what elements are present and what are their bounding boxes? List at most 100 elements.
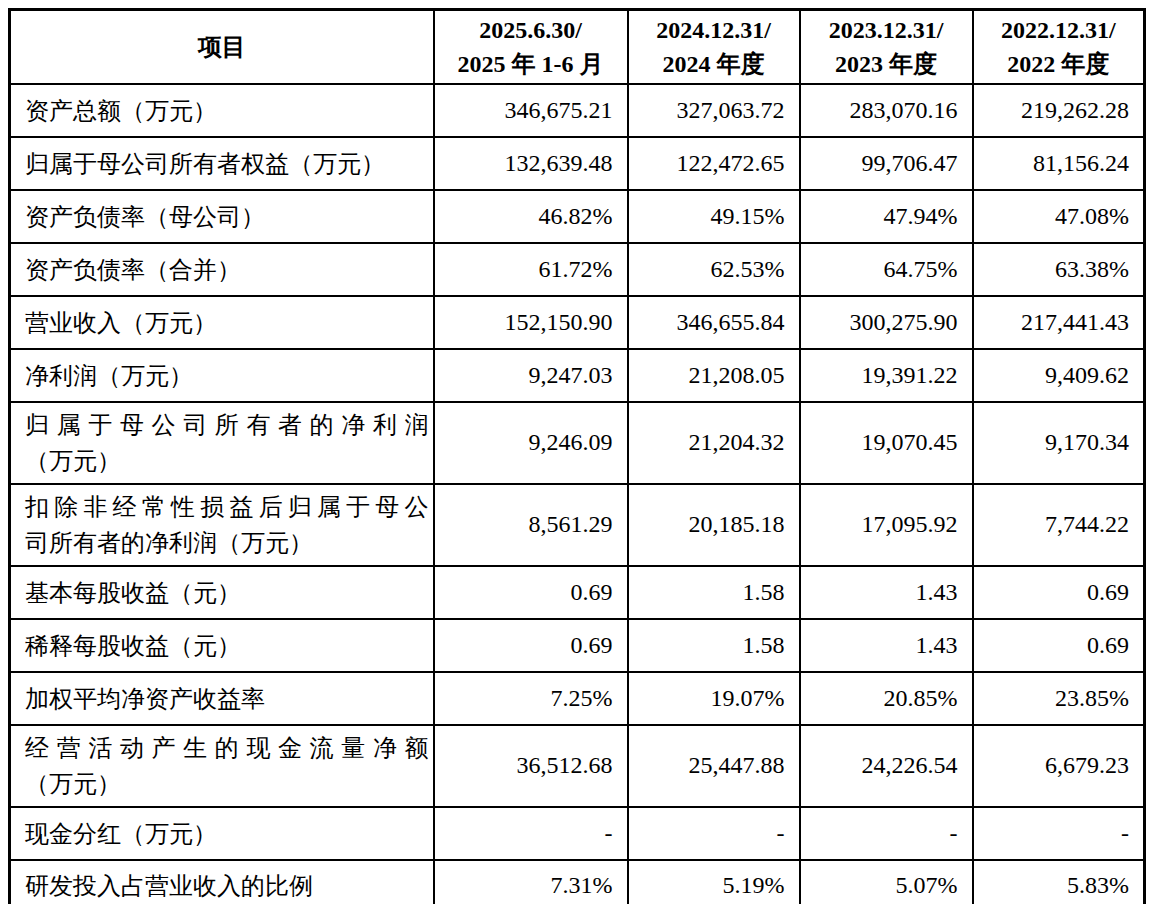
row-value: 49.15% — [628, 190, 800, 243]
header-item-column: 项目 — [10, 10, 434, 85]
row-label: 资产总额（万元） — [10, 84, 434, 137]
row-value: 20.85% — [800, 672, 973, 725]
table-row: 资产负债率（母公司）46.82%49.15%47.94%47.08% — [10, 190, 1145, 243]
header-period-2022: 2022.12.31/ 2022 年度 — [973, 10, 1145, 85]
row-value: 99,706.47 — [800, 137, 973, 190]
row-value: 5.07% — [800, 860, 973, 904]
row-value: 47.08% — [973, 190, 1145, 243]
row-label: 资产负债率（母公司） — [10, 190, 434, 243]
row-value: 7,744.22 — [973, 484, 1145, 566]
row-value: 64.75% — [800, 243, 973, 296]
row-value: 346,655.84 — [628, 296, 800, 349]
row-value: 25,447.88 — [628, 725, 800, 807]
row-value: 81,156.24 — [973, 137, 1145, 190]
row-value: 24,226.54 — [800, 725, 973, 807]
row-label: 归属于母公司所有者权益（万元） — [10, 137, 434, 190]
document-page: 项目 2025.6.30/ 2025 年 1-6 月 2024.12.31/ 2… — [0, 0, 1150, 904]
row-label-line: 司所有者的净利润（万元） — [25, 525, 429, 561]
header-period-span: 2022 年度 — [978, 47, 1140, 81]
table-row: 基本每股收益（元）0.691.581.430.69 — [10, 566, 1145, 619]
row-value: 9,409.62 — [973, 349, 1145, 402]
table-row: 资产负债率（合并）61.72%62.53%64.75%63.38% — [10, 243, 1145, 296]
table-body: 资产总额（万元）346,675.21327,063.72283,070.1621… — [10, 84, 1145, 904]
row-value: - — [628, 807, 800, 860]
table-row: 资产总额（万元）346,675.21327,063.72283,070.1621… — [10, 84, 1145, 137]
row-value: - — [434, 807, 628, 860]
table-row: 营业收入（万元）152,150.90346,655.84300,275.9021… — [10, 296, 1145, 349]
row-value: 62.53% — [628, 243, 800, 296]
row-value: 47.94% — [800, 190, 973, 243]
row-value: 0.69 — [973, 619, 1145, 672]
row-label-line: （万元） — [25, 766, 429, 802]
row-label: 扣除非经常性损益后归属于母公司所有者的净利润（万元） — [10, 484, 434, 566]
row-label: 稀释每股收益（元） — [10, 619, 434, 672]
row-value: 19,070.45 — [800, 402, 973, 484]
header-period-span: 2025 年 1-6 月 — [439, 47, 623, 81]
row-value: 21,204.32 — [628, 402, 800, 484]
row-value: 9,247.03 — [434, 349, 628, 402]
row-value: 132,639.48 — [434, 137, 628, 190]
row-label-line: 研发投入占营业收入的比例 — [25, 868, 429, 904]
row-value: 19,391.22 — [800, 349, 973, 402]
row-value: 9,170.34 — [973, 402, 1145, 484]
row-value: 5.19% — [628, 860, 800, 904]
row-label: 经营活动产生的现金流量净额（万元） — [10, 725, 434, 807]
row-value: 346,675.21 — [434, 84, 628, 137]
row-value: 5.83% — [973, 860, 1145, 904]
row-value: 1.58 — [628, 566, 800, 619]
table-header-row: 项目 2025.6.30/ 2025 年 1-6 月 2024.12.31/ 2… — [10, 10, 1145, 85]
row-label-line: 资产负债率（合并） — [25, 252, 429, 288]
row-label: 现金分红（万元） — [10, 807, 434, 860]
table-row: 归属于母公司所有者的净利润（万元）9,246.0921,204.3219,070… — [10, 402, 1145, 484]
header-period-date: 2025.6.30/ — [439, 13, 623, 47]
table-row: 现金分红（万元）---- — [10, 807, 1145, 860]
table-row: 扣除非经常性损益后归属于母公司所有者的净利润（万元）8,561.2920,185… — [10, 484, 1145, 566]
row-value: 0.69 — [434, 619, 628, 672]
header-period-2024: 2024.12.31/ 2024 年度 — [628, 10, 800, 85]
table-header: 项目 2025.6.30/ 2025 年 1-6 月 2024.12.31/ 2… — [10, 10, 1145, 85]
header-period-2023: 2023.12.31/ 2023 年度 — [800, 10, 973, 85]
row-label-line: 基本每股收益（元） — [25, 575, 429, 611]
row-value: 17,095.92 — [800, 484, 973, 566]
row-label: 基本每股收益（元） — [10, 566, 434, 619]
row-value: 6,679.23 — [973, 725, 1145, 807]
row-label: 净利润（万元） — [10, 349, 434, 402]
row-label-line: 稀释每股收益（元） — [25, 628, 429, 664]
row-value: 23.85% — [973, 672, 1145, 725]
row-value: 20,185.18 — [628, 484, 800, 566]
table-row: 加权平均净资产收益率7.25%19.07%20.85%23.85% — [10, 672, 1145, 725]
financial-summary-table: 项目 2025.6.30/ 2025 年 1-6 月 2024.12.31/ 2… — [8, 8, 1146, 904]
table-row: 净利润（万元）9,247.0321,208.0519,391.229,409.6… — [10, 349, 1145, 402]
row-label-line: 经营活动产生的现金流量净额 — [25, 730, 429, 766]
row-label: 资产负债率（合并） — [10, 243, 434, 296]
row-label-line: （万元） — [25, 443, 429, 479]
header-period-span: 2024 年度 — [633, 47, 795, 81]
table-row: 稀释每股收益（元）0.691.581.430.69 — [10, 619, 1145, 672]
table-row: 归属于母公司所有者权益（万元）132,639.48122,472.6599,70… — [10, 137, 1145, 190]
row-value: 219,262.28 — [973, 84, 1145, 137]
table-row: 研发投入占营业收入的比例7.31%5.19%5.07%5.83% — [10, 860, 1145, 904]
row-label: 研发投入占营业收入的比例 — [10, 860, 434, 904]
row-value: - — [973, 807, 1145, 860]
row-value: 152,150.90 — [434, 296, 628, 349]
row-value: 7.25% — [434, 672, 628, 725]
header-period-2025: 2025.6.30/ 2025 年 1-6 月 — [434, 10, 628, 85]
row-label-line: 营业收入（万元） — [25, 305, 429, 341]
row-label-line: 归属于母公司所有者权益（万元） — [25, 146, 429, 182]
header-period-date: 2023.12.31/ — [805, 13, 968, 47]
row-value: 1.43 — [800, 619, 973, 672]
row-label-line: 扣除非经常性损益后归属于母公 — [25, 489, 429, 525]
row-value: 300,275.90 — [800, 296, 973, 349]
row-value: 61.72% — [434, 243, 628, 296]
header-period-date: 2022.12.31/ — [978, 13, 1140, 47]
row-label: 归属于母公司所有者的净利润（万元） — [10, 402, 434, 484]
row-value: 36,512.68 — [434, 725, 628, 807]
row-value: 21,208.05 — [628, 349, 800, 402]
row-value: 9,246.09 — [434, 402, 628, 484]
row-label-line: 资产总额（万元） — [25, 93, 429, 129]
row-value: - — [800, 807, 973, 860]
row-value: 0.69 — [434, 566, 628, 619]
table-row: 经营活动产生的现金流量净额（万元）36,512.6825,447.8824,22… — [10, 725, 1145, 807]
row-label: 加权平均净资产收益率 — [10, 672, 434, 725]
header-period-span: 2023 年度 — [805, 47, 968, 81]
